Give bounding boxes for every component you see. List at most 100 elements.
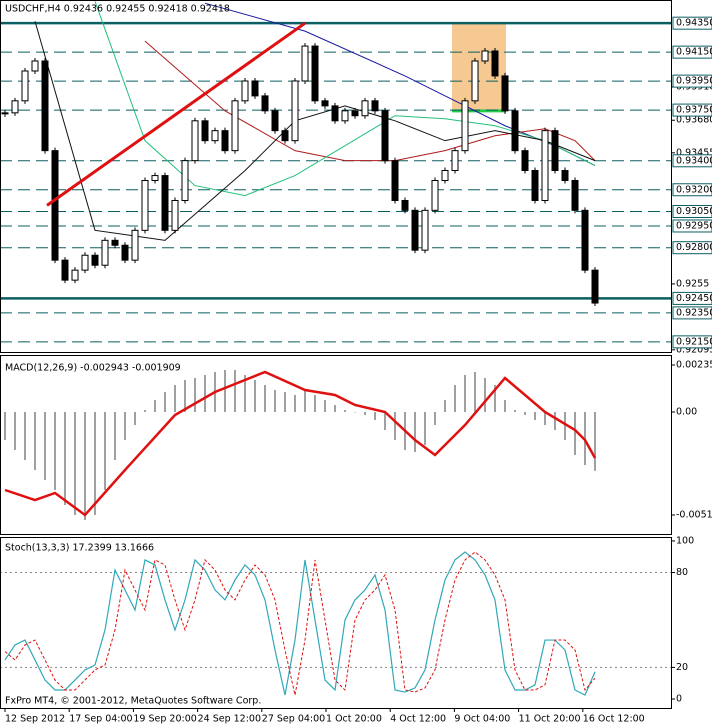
candle bbox=[91, 254, 99, 266]
y-tick-label: 0.93455 bbox=[676, 147, 712, 158]
level-label: 0.93750 bbox=[676, 105, 712, 116]
x-tick-label: 27 Sep 04:00 bbox=[262, 714, 325, 725]
macd-bar bbox=[64, 412, 66, 505]
macd-bar bbox=[314, 395, 316, 412]
macd-bar bbox=[464, 375, 466, 412]
level-label: 0.92800 bbox=[676, 242, 712, 253]
macd-bar bbox=[344, 410, 346, 412]
candle bbox=[351, 110, 359, 117]
macd-title: MACD(12,26,9) -0.002943 -0.001909 bbox=[5, 363, 181, 374]
candle bbox=[381, 110, 389, 162]
macd-bar bbox=[204, 375, 206, 412]
candle bbox=[31, 60, 39, 72]
macd-bar bbox=[254, 380, 256, 412]
candle bbox=[361, 100, 369, 117]
candle bbox=[181, 160, 189, 201]
macd-bar bbox=[44, 412, 46, 480]
y-tick-label: 0.92095 bbox=[676, 344, 712, 355]
macd-bar bbox=[594, 412, 596, 471]
level-label: 0.94350 bbox=[676, 18, 712, 29]
level-label-box bbox=[672, 103, 712, 117]
price-panel-frame bbox=[0, 0, 672, 353]
level-label-box bbox=[672, 291, 712, 305]
macd-panel-frame bbox=[0, 355, 672, 535]
macd-bar bbox=[74, 412, 76, 515]
level-label: 0.92950 bbox=[676, 220, 712, 231]
stoch-signal bbox=[4, 551, 596, 696]
candle bbox=[341, 110, 349, 122]
level-label-box bbox=[672, 335, 712, 349]
candle bbox=[41, 60, 49, 152]
candle bbox=[541, 130, 549, 201]
macd-bar bbox=[144, 410, 146, 412]
y-tick-label: 0.93680 bbox=[676, 115, 712, 126]
candle bbox=[481, 50, 489, 62]
macd-bar bbox=[34, 412, 36, 470]
x-tick-label: 17 Sep 04:00 bbox=[69, 714, 132, 725]
candle bbox=[21, 70, 29, 102]
level-label: 0.93050 bbox=[676, 206, 712, 217]
candle bbox=[501, 75, 509, 112]
macd-bar bbox=[284, 392, 286, 412]
candle bbox=[301, 45, 309, 82]
stoch-panel-frame bbox=[0, 537, 672, 709]
macd-bar bbox=[534, 412, 536, 420]
x-tick-label: 1 Oct 20:00 bbox=[326, 714, 382, 725]
level-label-box bbox=[672, 306, 712, 320]
candle bbox=[241, 80, 249, 102]
macd-bar bbox=[394, 412, 396, 440]
x-tick-label: 12 Sep 2012 bbox=[5, 714, 65, 725]
macd-bar bbox=[554, 412, 556, 430]
stoch-title: Stoch(13,3,3) 17.2399 13.1666 bbox=[5, 543, 154, 554]
x-tick-label: 11 Oct 20:00 bbox=[519, 714, 581, 725]
x-tick-label: 16 Oct 12:00 bbox=[583, 714, 645, 725]
candle bbox=[11, 100, 19, 114]
candle bbox=[471, 60, 479, 102]
macd-signal bbox=[4, 370, 597, 517]
macd-bar bbox=[174, 385, 176, 412]
macd-bar bbox=[504, 400, 506, 412]
candle bbox=[61, 259, 69, 281]
candle bbox=[251, 80, 259, 97]
candle bbox=[521, 150, 529, 171]
macd-bar bbox=[484, 378, 486, 412]
y-tick-label: 0 bbox=[676, 693, 682, 704]
macd-bar bbox=[244, 375, 246, 412]
level-label: 0.92450 bbox=[676, 293, 712, 304]
level-label: 0.92350 bbox=[676, 307, 712, 318]
candle bbox=[461, 100, 469, 152]
candle bbox=[1, 112, 9, 115]
candle bbox=[531, 169, 539, 201]
macd-bar bbox=[564, 412, 566, 440]
macd-bar bbox=[234, 370, 236, 412]
y-tick-label: -0.00515 bbox=[676, 510, 712, 521]
candle bbox=[121, 244, 129, 261]
candle bbox=[401, 199, 409, 211]
macd-bar bbox=[4, 412, 6, 440]
macd-bar bbox=[294, 395, 296, 412]
level-label: 0.94150 bbox=[676, 47, 712, 58]
y-tick-label: 0.9255 bbox=[676, 278, 709, 289]
macd-bar bbox=[154, 400, 156, 412]
level-label-box bbox=[672, 16, 712, 30]
candle bbox=[111, 239, 119, 246]
macd-bar bbox=[384, 412, 386, 430]
macd-bar bbox=[424, 412, 426, 445]
candle bbox=[101, 239, 109, 266]
candle bbox=[211, 130, 219, 142]
candle bbox=[311, 45, 319, 102]
macd-bar bbox=[124, 412, 126, 440]
macd-bar bbox=[544, 412, 546, 425]
macd-bar bbox=[274, 390, 276, 412]
level-label-box bbox=[672, 45, 712, 59]
x-tick-label: 24 Sep 12:00 bbox=[198, 714, 261, 725]
level-label: 0.93400 bbox=[676, 155, 712, 166]
x-tick-label: 19 Sep 20:00 bbox=[133, 714, 196, 725]
x-tick-label: 9 Oct 04:00 bbox=[454, 714, 510, 725]
candle bbox=[491, 50, 499, 77]
candle bbox=[231, 100, 239, 152]
candle bbox=[151, 175, 159, 181]
candle bbox=[281, 130, 289, 142]
